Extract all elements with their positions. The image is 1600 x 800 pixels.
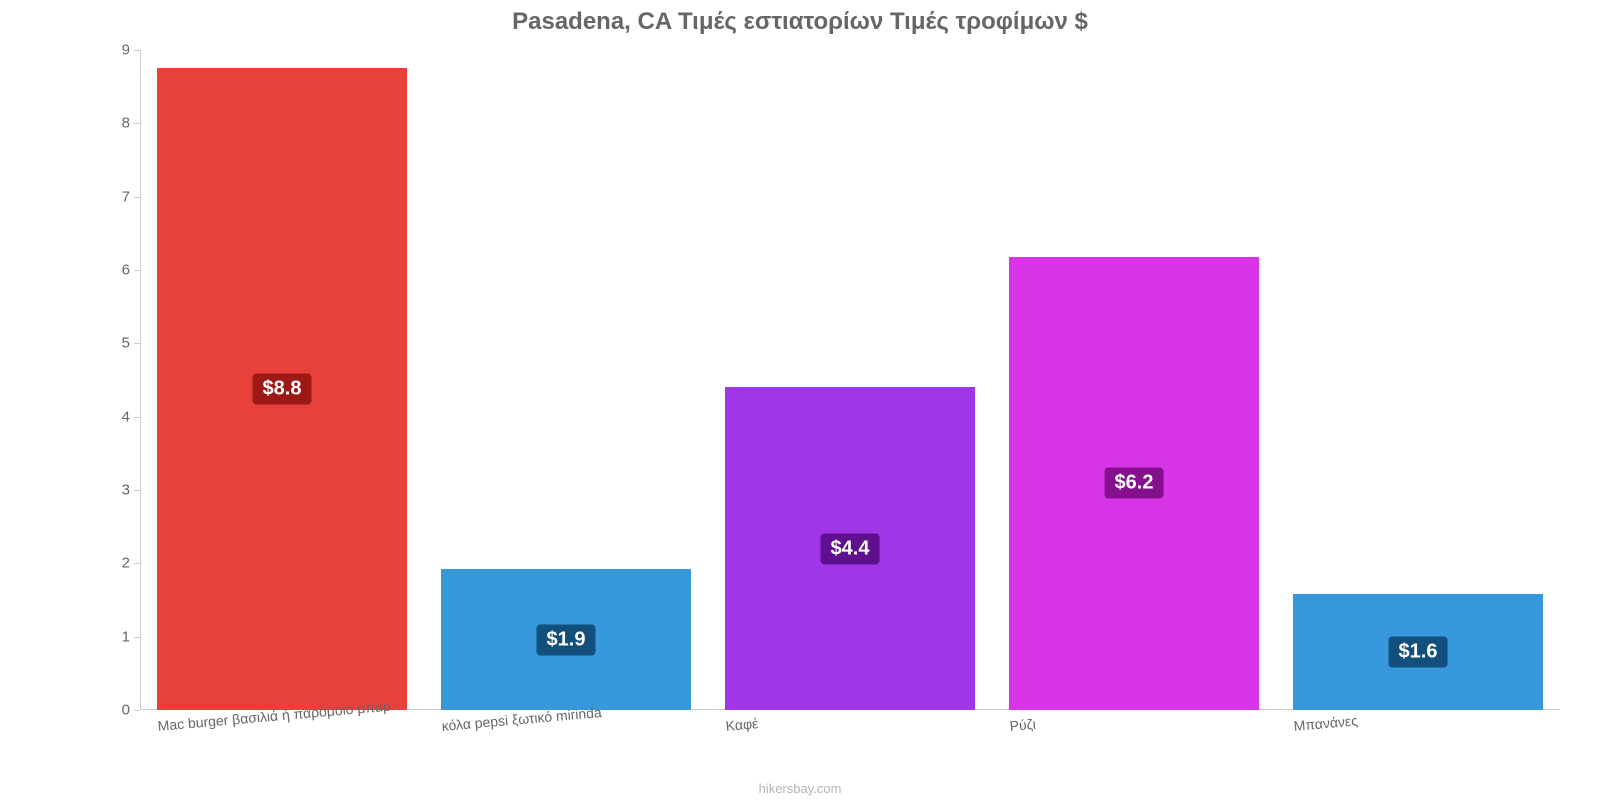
- x-tick-label: Καφέ: [725, 715, 759, 734]
- bar-value-label: $8.8: [253, 374, 312, 405]
- y-tick-mark: [134, 270, 140, 271]
- y-tick-label: 8: [90, 115, 130, 132]
- chart-title: Pasadena, CA Τιμές εστιατορίων Τιμές τρο…: [0, 8, 1600, 36]
- y-tick-label: 9: [90, 42, 130, 59]
- y-tick-mark: [134, 123, 140, 124]
- plot-area: 0123456789$8.8Mac burger βασιλιά ή παρόμ…: [140, 50, 1560, 710]
- bar-value-label: $1.6: [1389, 637, 1448, 668]
- y-tick-label: 7: [90, 188, 130, 205]
- bar-value-label: $1.9: [537, 624, 596, 655]
- bar-value-label: $6.2: [1105, 468, 1164, 499]
- y-tick-label: 0: [90, 702, 130, 719]
- y-tick-mark: [134, 417, 140, 418]
- y-tick-mark: [134, 343, 140, 344]
- credit-text: hikersbay.com: [0, 781, 1600, 796]
- x-tick-label: Ρύζι: [1009, 716, 1036, 734]
- y-tick-mark: [134, 637, 140, 638]
- y-tick-label: 5: [90, 335, 130, 352]
- x-tick-label: Μπανάνες: [1293, 712, 1358, 734]
- y-tick-mark: [134, 490, 140, 491]
- y-axis-line: [140, 50, 141, 710]
- y-tick-label: 6: [90, 262, 130, 279]
- y-tick-mark: [134, 50, 140, 51]
- y-tick-label: 1: [90, 628, 130, 645]
- y-tick-label: 4: [90, 408, 130, 425]
- y-tick-mark: [134, 197, 140, 198]
- y-tick-mark: [134, 710, 140, 711]
- y-tick-label: 2: [90, 555, 130, 572]
- bar-value-label: $4.4: [821, 533, 880, 564]
- price-bar-chart: Pasadena, CA Τιμές εστιατορίων Τιμές τρο…: [0, 0, 1600, 800]
- y-tick-mark: [134, 563, 140, 564]
- y-tick-label: 3: [90, 482, 130, 499]
